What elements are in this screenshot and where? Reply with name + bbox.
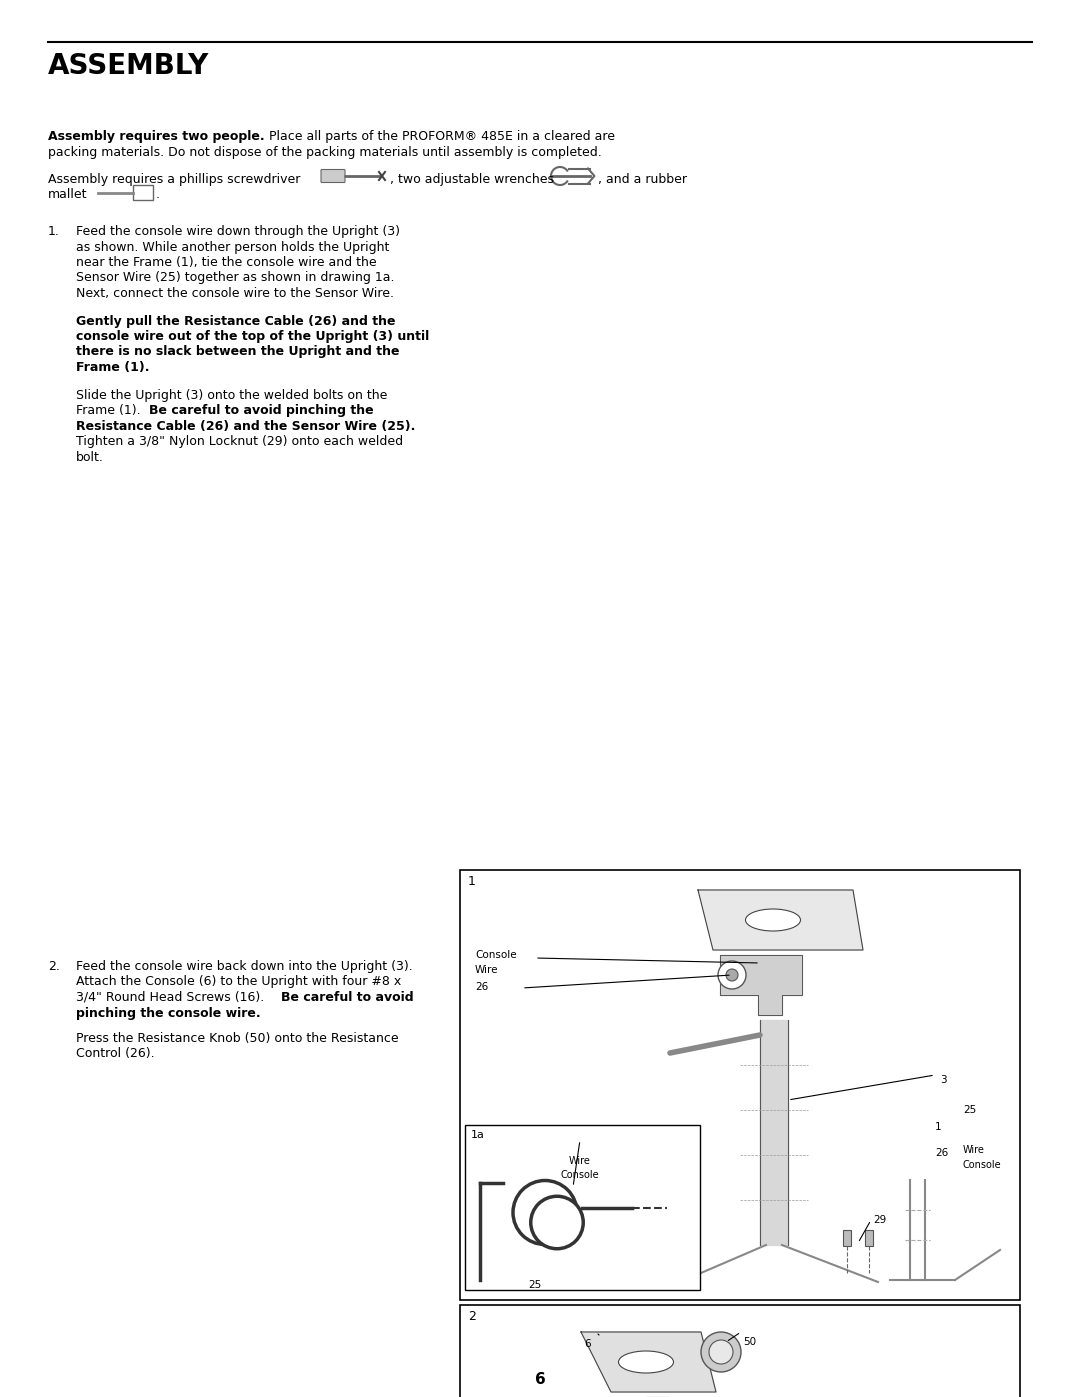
Polygon shape — [720, 956, 802, 1016]
Text: Gently pull the Resistance Cable (26) and the: Gently pull the Resistance Cable (26) an… — [76, 314, 395, 327]
Polygon shape — [698, 890, 863, 950]
Text: Assembly requires a phillips screwdriver: Assembly requires a phillips screwdriver — [48, 173, 300, 186]
Text: Control (26).: Control (26). — [76, 1048, 154, 1060]
Bar — [460, 1305, 1020, 1397]
Circle shape — [726, 970, 738, 981]
Text: Console: Console — [561, 1171, 599, 1180]
Text: 3/4" Round Head Screws (16).: 3/4" Round Head Screws (16). — [76, 990, 268, 1004]
Text: Frame (1).: Frame (1). — [76, 360, 149, 374]
Circle shape — [708, 1340, 733, 1363]
Text: 50: 50 — [743, 1337, 756, 1347]
Text: mallet: mallet — [48, 189, 87, 201]
Text: 1.: 1. — [48, 225, 59, 237]
Text: .: . — [156, 189, 160, 201]
Text: Feed the console wire back down into the Upright (3).: Feed the console wire back down into the… — [76, 960, 413, 972]
Text: Frame (1).: Frame (1). — [76, 404, 145, 416]
FancyBboxPatch shape — [321, 169, 345, 183]
Text: as shown. While another person holds the Upright: as shown. While another person holds the… — [76, 240, 390, 253]
Text: , two adjustable wrenches: , two adjustable wrenches — [390, 173, 554, 186]
Text: packing materials. Do not dispose of the packing materials until assembly is com: packing materials. Do not dispose of the… — [48, 145, 602, 158]
Text: Console: Console — [475, 950, 516, 960]
Text: Be careful to avoid: Be careful to avoid — [281, 990, 414, 1004]
Text: 1: 1 — [935, 1122, 942, 1132]
Text: 25: 25 — [963, 1105, 976, 1115]
Text: 3: 3 — [940, 1076, 947, 1085]
Text: Slide the Upright (3) onto the welded bolts on the: Slide the Upright (3) onto the welded bo… — [76, 388, 388, 401]
Text: bolt.: bolt. — [76, 450, 104, 464]
Text: Place all parts of the PROFORM® 485E in a cleared are: Place all parts of the PROFORM® 485E in … — [265, 130, 615, 142]
Text: 29: 29 — [873, 1215, 887, 1225]
Text: Wire: Wire — [963, 1146, 985, 1155]
Bar — [133, 184, 153, 200]
Circle shape — [530, 1196, 583, 1249]
Text: Feed the console wire down through the Upright (3): Feed the console wire down through the U… — [76, 225, 400, 237]
Text: Next, connect the console wire to the Sensor Wire.: Next, connect the console wire to the Se… — [76, 286, 394, 300]
Text: Resistance Cable (26) and the Sensor Wire (25).: Resistance Cable (26) and the Sensor Wir… — [76, 419, 416, 433]
Text: Be careful to avoid pinching the: Be careful to avoid pinching the — [149, 404, 374, 416]
Ellipse shape — [745, 909, 800, 930]
Text: 6: 6 — [584, 1338, 591, 1350]
Text: Console: Console — [963, 1160, 1001, 1171]
Text: ASSEMBLY: ASSEMBLY — [48, 52, 210, 80]
Text: 2: 2 — [468, 1310, 476, 1323]
Text: pinching the console wire.: pinching the console wire. — [76, 1006, 260, 1020]
Text: , and a rubber: , and a rubber — [598, 173, 687, 186]
Polygon shape — [581, 1331, 716, 1391]
Bar — [465, 1125, 700, 1289]
Bar — [843, 1229, 851, 1246]
Text: Press the Resistance Knob (50) onto the Resistance: Press the Resistance Knob (50) onto the … — [76, 1032, 399, 1045]
Circle shape — [718, 961, 746, 989]
Text: there is no slack between the Upright and the: there is no slack between the Upright an… — [76, 345, 400, 359]
Text: 26: 26 — [475, 982, 488, 992]
Text: Wire: Wire — [569, 1155, 591, 1166]
Text: 6: 6 — [535, 1372, 545, 1387]
Text: 26: 26 — [935, 1148, 948, 1158]
Text: Assembly requires two people.: Assembly requires two people. — [48, 130, 265, 142]
Text: Attach the Console (6) to the Upright with four #8 x: Attach the Console (6) to the Upright wi… — [76, 975, 402, 989]
Text: console wire out of the top of the Upright (3) until: console wire out of the top of the Uprig… — [76, 330, 429, 344]
Text: 25: 25 — [528, 1280, 542, 1289]
Text: Sensor Wire (25) together as shown in drawing 1a.: Sensor Wire (25) together as shown in dr… — [76, 271, 394, 285]
Text: Tighten a 3/8" Nylon Locknut (29) onto each welded: Tighten a 3/8" Nylon Locknut (29) onto e… — [76, 434, 403, 448]
Ellipse shape — [619, 1351, 674, 1373]
Text: near the Frame (1), tie the console wire and the: near the Frame (1), tie the console wire… — [76, 256, 377, 270]
Text: 1: 1 — [468, 875, 476, 888]
Text: 2.: 2. — [48, 960, 59, 972]
Bar — [865, 1229, 873, 1246]
Bar — [460, 870, 1020, 1301]
Text: Wire: Wire — [475, 965, 499, 975]
Text: 1a: 1a — [471, 1130, 485, 1140]
Polygon shape — [760, 1020, 788, 1245]
Circle shape — [701, 1331, 741, 1372]
